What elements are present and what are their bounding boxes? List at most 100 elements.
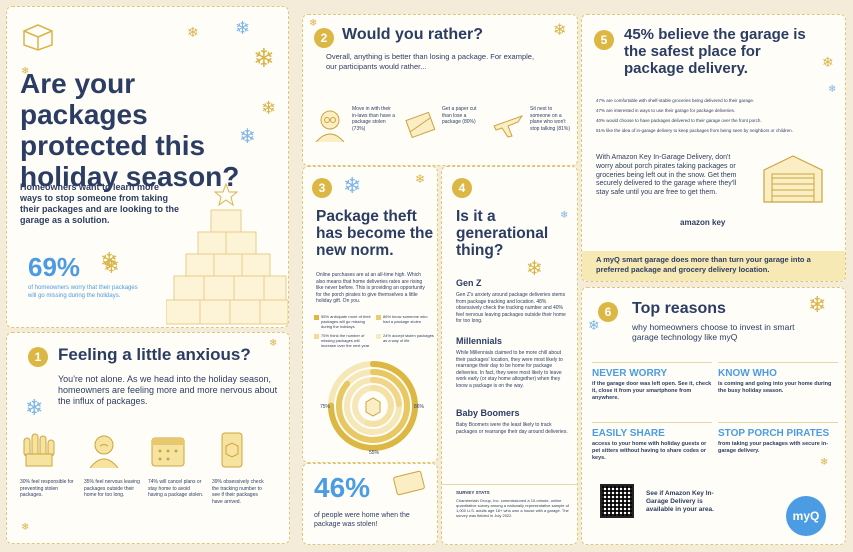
title-panel: ❄ ❄ ❄ ❄ ❄ ❄ ❄ bbox=[6, 6, 289, 328]
divider bbox=[718, 422, 838, 423]
snowflake-icon: ❄ bbox=[21, 522, 30, 533]
chart-label: 86% bbox=[414, 404, 425, 410]
section-3-body: Online purchases are at an all-time high… bbox=[316, 272, 425, 304]
snowflake-icon: ❄ bbox=[239, 126, 256, 148]
divider bbox=[441, 484, 578, 485]
section-number-6: 6 bbox=[598, 302, 618, 322]
survey-title: SURVEY STATS bbox=[456, 490, 490, 495]
boomers-title: Baby Boomers bbox=[456, 408, 520, 418]
chart-label: 55% bbox=[369, 450, 380, 456]
reason-title: STOP PORCH PIRATES bbox=[718, 428, 830, 439]
amazon-key-text: With Amazon Key In-Garage Delivery, don'… bbox=[596, 154, 737, 197]
fact-item: 40% would choose to have packages delive… bbox=[596, 118, 762, 123]
snowflake-icon: ❄ bbox=[100, 248, 119, 273]
package-icon bbox=[393, 470, 425, 496]
stat-item: 30% feel responsible for preventing stol… bbox=[20, 432, 76, 505]
millennials-body: While Millennials claimed to be more chi… bbox=[456, 350, 563, 389]
reason-text: from taking your packages with secure in… bbox=[718, 441, 829, 454]
calendar-icon bbox=[151, 437, 185, 467]
stat-item: 74% will cancel plans or stay home to av… bbox=[148, 432, 204, 505]
anxious-panel: ❄ ❄ ❄ bbox=[6, 332, 290, 544]
package-tree-illustration bbox=[166, 182, 288, 325]
qr-code[interactable] bbox=[600, 484, 634, 518]
generational-panel: ❄ ❄ bbox=[441, 166, 578, 545]
snowflake-icon: ❄ bbox=[343, 173, 362, 198]
in-laws-icon bbox=[315, 110, 345, 142]
phone-tracking-icon bbox=[221, 432, 243, 468]
intro-text: Homeowners want to learn more ways to st… bbox=[20, 182, 180, 225]
myq-band-text: A myQ smart garage does more than turn y… bbox=[596, 255, 811, 274]
airplane-icon bbox=[493, 115, 524, 138]
rather-option-text: Move in with their in-laws than have a p… bbox=[352, 106, 396, 132]
snowflake-icon: ❄ bbox=[560, 210, 569, 221]
divider bbox=[592, 422, 712, 423]
section-number-2: 2 bbox=[314, 28, 334, 48]
snowflake-icon: ❄ bbox=[808, 292, 827, 317]
raised-hands-icon bbox=[23, 433, 55, 467]
stat-69-caption: of homeowners worry that their packages … bbox=[28, 285, 138, 299]
stat-caption: 35% feel nervous leaving packages outsid… bbox=[84, 479, 140, 498]
legend-text: 75% think the number of missing packages… bbox=[321, 333, 370, 348]
reason-text: if the garage door was left open. See it… bbox=[592, 381, 712, 401]
chart-label: 75% bbox=[320, 404, 331, 410]
anxious-stats-row: 30% feel responsible for preventing stol… bbox=[20, 432, 268, 505]
snowflake-icon: ❄ bbox=[553, 22, 567, 39]
stat-caption: 74% will cancel plans or stay home to av… bbox=[148, 479, 204, 498]
snowflake-icon: ❄ bbox=[253, 43, 275, 73]
millennials-title: Millennials bbox=[456, 336, 503, 346]
snowflake-icon: ❄ bbox=[21, 66, 30, 77]
qr-text: See if Amazon Key In-Garage Delivery is … bbox=[646, 490, 714, 513]
snowflake-icon: ❄ bbox=[526, 258, 543, 280]
stat-46: 46% bbox=[314, 472, 371, 503]
snowflake-icon: ❄ bbox=[415, 172, 426, 186]
legend-item: 55% anticipate more of their packages wi… bbox=[314, 314, 372, 329]
stat-69: 69% bbox=[28, 252, 81, 282]
stat-46-caption: of people were home when the package was… bbox=[314, 512, 410, 528]
snowflake-icon: ❄ bbox=[588, 317, 600, 333]
fact-item: 47% are comfortable with shelf-stable gr… bbox=[596, 98, 755, 103]
reason-text: is coming and going into your home durin… bbox=[718, 381, 832, 394]
would-you-rather-panel: ❄ ❄ bbox=[302, 14, 578, 166]
legend-item: 86% know someone who had a package stole… bbox=[376, 314, 434, 329]
reason-title: KNOW WHO bbox=[718, 368, 777, 379]
reason-item: KNOW WHO is coming and going into your h… bbox=[718, 368, 838, 395]
snowflake-icon: ❄ bbox=[820, 457, 829, 468]
section-number-4: 4 bbox=[452, 178, 472, 198]
theft-radial-chart: 75% 86% 55% bbox=[320, 361, 425, 456]
snowflake-icon: ❄ bbox=[25, 395, 44, 420]
divider bbox=[718, 362, 838, 363]
stat-caption: 30% feel responsible for preventing stol… bbox=[20, 479, 74, 498]
reason-item: EASILY SHARE access to your home with ho… bbox=[592, 428, 712, 462]
snowflake-icon: ❄ bbox=[235, 18, 251, 38]
reason-title: NEVER WORRY bbox=[592, 368, 668, 379]
paper-cut-icon bbox=[405, 111, 436, 139]
rather-option-text: Sit next to someone on a plane who won't… bbox=[530, 106, 571, 132]
reason-title: EASILY SHARE bbox=[592, 428, 665, 439]
fact-item: 47% are interested in ways to use their … bbox=[596, 108, 736, 113]
section-4-heading: Is it a generational thing? bbox=[456, 208, 549, 259]
gen-z-title: Gen Z bbox=[456, 278, 482, 288]
legend-item: 75% think the number of missing packages… bbox=[314, 333, 372, 348]
rather-option: Get a paper cut than lose a package (80%… bbox=[402, 106, 486, 142]
reason-item: STOP PORCH PIRATES from taking your pack… bbox=[718, 428, 838, 455]
gen-z-body: Gen Z's anxiety around package deliverie… bbox=[456, 292, 566, 324]
section-5-heading: 45% believe the garage is the safest pla… bbox=[624, 26, 806, 77]
reason-item: NEVER WORRY if the garage door was left … bbox=[592, 368, 712, 402]
snowflake-icon: ❄ bbox=[261, 98, 277, 118]
theft-legend: 55% anticipate more of their packages wi… bbox=[314, 314, 434, 348]
snowflake-icon: ❄ bbox=[309, 18, 318, 29]
section-number-5: 5 bbox=[594, 30, 614, 50]
myq-band bbox=[582, 251, 845, 281]
legend-item: 24% accept stolen packages as a way of l… bbox=[376, 333, 434, 348]
section-2-body: Overall, anything is better than losing … bbox=[326, 52, 535, 71]
legend-text: 86% know someone who had a package stole… bbox=[383, 314, 428, 324]
section-3-heading: Package theft has become the new norm. bbox=[316, 208, 434, 259]
fact-item: 51% like the idea of in-garage delivery … bbox=[596, 128, 793, 133]
section-1-heading: Feeling a little anxious? bbox=[58, 345, 251, 364]
garage-facts: 47% are comfortable with shelf-stable gr… bbox=[596, 98, 840, 134]
rather-option: Move in with their in-laws than have a p… bbox=[312, 106, 396, 142]
snowflake-icon: ❄ bbox=[828, 84, 837, 95]
section-6-heading: Top reasons bbox=[632, 300, 726, 317]
package-icon bbox=[23, 24, 53, 51]
boomers-body: Baby Boomers were the least likely to tr… bbox=[456, 422, 568, 435]
